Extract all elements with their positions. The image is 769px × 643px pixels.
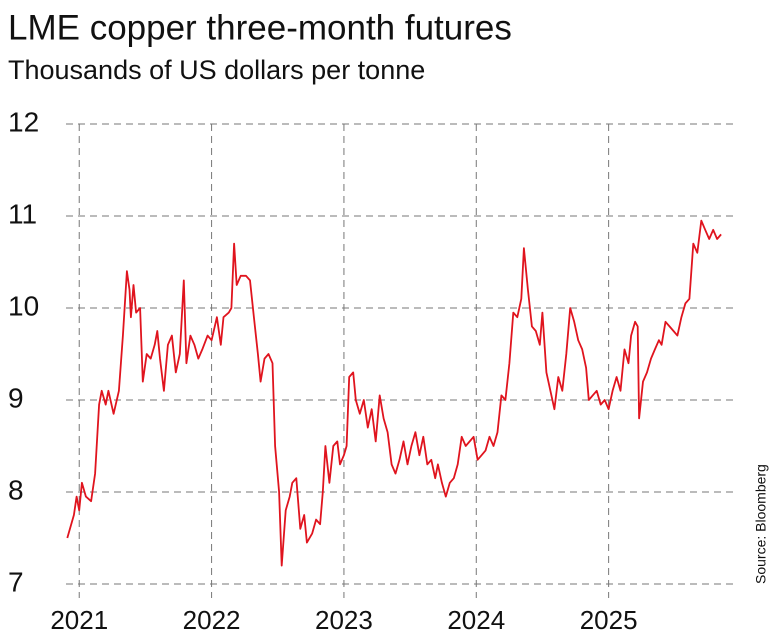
y-tick-label: 11 (8, 198, 37, 229)
source-note: Source: Bloomberg (753, 464, 769, 584)
x-tick-label: 2023 (315, 605, 373, 635)
y-tick-label: 9 (8, 382, 24, 413)
y-tick-label: 10 (8, 290, 39, 321)
chart-title: LME copper three-month futures (8, 8, 512, 47)
y-tick-label: 7 (8, 566, 24, 597)
x-tick-label: 2022 (183, 605, 241, 635)
x-tick-label: 2025 (580, 605, 638, 635)
x-tick-label: 2021 (50, 605, 108, 635)
y-tick-label: 8 (8, 474, 24, 505)
chart-subtitle: Thousands of US dollars per tonne (8, 55, 425, 85)
x-tick-label: 2024 (447, 605, 505, 635)
y-tick-label: 12 (8, 106, 39, 137)
price-line (66, 219, 722, 567)
